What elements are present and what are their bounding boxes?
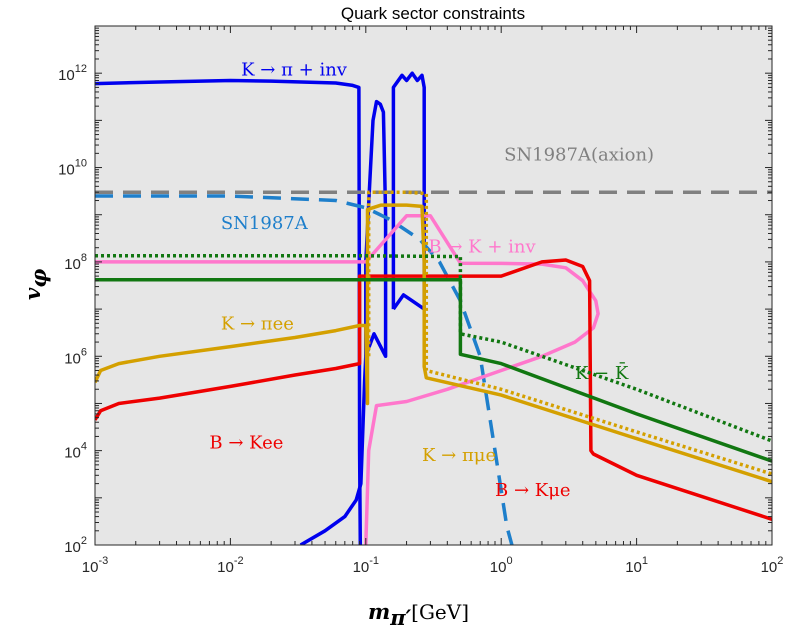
series-annotation: B → Kee [209, 433, 283, 454]
y-axis-label: vφ [20, 269, 51, 300]
x-tick-label: 10-2 [217, 555, 243, 576]
x-tick-label: 100 [490, 555, 513, 576]
y-tick-label: 104 [64, 441, 87, 462]
series-line-10 [366, 190, 772, 476]
x-tick-label: 102 [761, 555, 784, 576]
x-tick-labels: 10-3 10-2 10-1 100 101 102 [82, 555, 784, 576]
x-tick-label: 10-3 [82, 555, 108, 576]
series-annotation: K → πee [221, 313, 294, 334]
series-annotation: B → Kμe [495, 480, 571, 501]
y-tick-label: 106 [64, 346, 87, 367]
series-line-7 [95, 214, 600, 545]
y-tick-label: 108 [64, 252, 87, 273]
x-tick-label: 101 [625, 555, 648, 576]
x-axis-label: mπ′[GeV] [368, 599, 469, 630]
y-tick-label: 1012 [58, 63, 87, 84]
series-annotation: B → K + inv [428, 236, 536, 257]
series-line-12 [95, 277, 772, 463]
x-tick-label: 10-1 [353, 555, 379, 576]
chart-title: Quark sector constraints [341, 4, 525, 23]
series-line-3 [364, 99, 388, 359]
plot-frame [94, 25, 773, 546]
series-line-4 [391, 71, 426, 311]
annotation-layer: K → π + inv SN1987A(axion) SN1987A B → K + … [209, 59, 654, 501]
series-annotation: K → π + inv [241, 59, 348, 80]
y-tick-labels: 102 104 106 108 1010 1012 [58, 63, 87, 556]
plot-background [95, 26, 772, 545]
y-tick-label: 1010 [58, 158, 87, 179]
series-layer [95, 71, 772, 545]
series-annotation: SN1987A [221, 213, 309, 234]
series-annotation: K − K̄ [575, 361, 629, 384]
series-annotation: K → πμe [422, 445, 496, 466]
series-line-5 [95, 194, 514, 545]
y-tick-label: 102 [64, 535, 87, 556]
series-annotation: SN1987A(axion) [504, 145, 654, 166]
tick-marks [94, 25, 773, 546]
series-line-8 [95, 258, 772, 521]
